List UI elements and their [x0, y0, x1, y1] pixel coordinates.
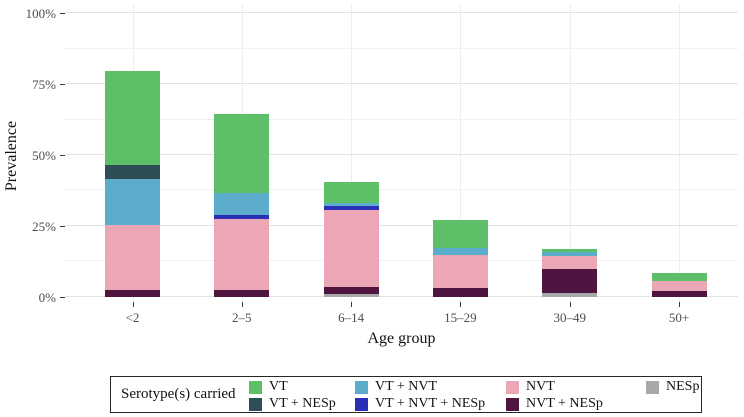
- legend-swatch-nesp: [646, 380, 659, 394]
- bar-segment-nvt: [105, 225, 160, 291]
- legend: Serotype(s) carried VT VT + NESp VT + NVT V…: [110, 376, 702, 413]
- minor-gridline: [65, 47, 738, 49]
- bar-segment-nvt-nesp: [651, 290, 707, 297]
- major-gridline: [65, 12, 738, 14]
- bar-segment-nvt-nesp: [214, 290, 270, 297]
- legend-item-label: VT + NESp: [269, 396, 336, 411]
- legend-item-label: VT + NVT + NESp: [375, 396, 486, 411]
- bar-segment-nvt-nesp: [542, 269, 598, 294]
- bar-segment-vt-nvt: [542, 252, 598, 257]
- legend-item: VT + NESp: [249, 397, 336, 411]
- bar-segment-vt-nvt: [214, 192, 270, 215]
- bar-segment-nvt: [214, 218, 270, 290]
- vertical-gridline: [351, 5, 353, 302]
- x-tick-label: 2–5: [232, 310, 252, 325]
- x-tick-label: 30–49: [553, 310, 586, 325]
- legend-swatch-vt: [249, 380, 262, 394]
- legend-item: NESp: [646, 380, 699, 394]
- x-axis-title: Age group: [367, 330, 436, 347]
- y-tick-label: 100%: [25, 6, 56, 22]
- minor-gridline: [65, 189, 738, 191]
- x-tick-mark: [241, 302, 243, 307]
- major-gridline: [65, 295, 738, 297]
- bar-segment-nvt-nesp: [323, 286, 379, 294]
- bar-segment-vt: [105, 71, 160, 165]
- x-tick-label: 6–14: [338, 310, 365, 325]
- x-tick-mark: [679, 302, 680, 307]
- y-tick-mark: [60, 84, 65, 86]
- y-tick-label: 75%: [32, 77, 56, 93]
- legend-swatch-vt-nesp: [249, 397, 262, 411]
- legend-item-label: VT: [269, 379, 288, 394]
- chart-panel: [65, 5, 738, 302]
- bar-segment-vt-nvt-nesp: [323, 206, 379, 211]
- major-gridline: [65, 83, 738, 85]
- x-tick-mark: [569, 302, 571, 307]
- bar-segment-nvt: [323, 210, 379, 287]
- bar-segment-nesp: [323, 293, 379, 297]
- vertical-gridline: [679, 5, 680, 302]
- legend-item: NVT + NESp: [506, 397, 603, 411]
- bar-segment-vt-nvt: [323, 202, 379, 207]
- major-gridline: [65, 153, 738, 155]
- bar-segment-vt-nvt: [105, 178, 160, 226]
- y-tick-mark: [60, 13, 65, 15]
- x-tick-mark: [460, 302, 462, 307]
- legend-item-label: NVT + NESp: [526, 396, 603, 411]
- bar-segment-vt: [214, 113, 270, 193]
- vertical-gridline: [569, 5, 571, 302]
- bar-segment-vt-nesp: [105, 164, 160, 179]
- bar-segment-vt-nvt: [432, 247, 488, 256]
- y-tick-label: 0%: [38, 289, 56, 305]
- y-tick-label: 50%: [32, 147, 56, 163]
- y-tick-mark: [60, 225, 65, 227]
- x-tick-label: <2: [125, 310, 140, 325]
- legend-item-label: VT + NVT: [375, 379, 438, 394]
- minor-gridline: [65, 260, 738, 262]
- legend-item-label: NESp: [666, 379, 700, 394]
- x-tick-mark: [132, 302, 134, 307]
- legend-item: VT + NVT + NESp: [355, 397, 485, 411]
- x-tick-label: 50+: [668, 310, 690, 325]
- bar-segment-vt: [323, 182, 379, 203]
- y-tick-label: 25%: [32, 218, 56, 234]
- major-gridline: [65, 224, 738, 226]
- bar-segment-vt: [542, 248, 598, 253]
- minor-gridline: [65, 118, 738, 120]
- legend-swatch-nvt-nesp: [506, 397, 519, 411]
- legend-item: VT: [249, 380, 288, 394]
- bar-segment-vt: [651, 273, 707, 281]
- legend-item: VT + NVT: [355, 380, 437, 394]
- legend-item-label: NVT: [526, 379, 555, 394]
- x-tick-mark: [351, 302, 353, 307]
- bar-segment-nesp: [542, 293, 598, 297]
- bar-segment-nvt-nesp: [432, 287, 488, 297]
- x-tick-label: 15–29: [444, 310, 477, 325]
- legend-item: NVT: [506, 380, 555, 394]
- legend-swatch-vt-nvt-nesp: [355, 397, 368, 411]
- bar-segment-nvt-nesp: [105, 290, 160, 297]
- legend-swatch-nvt: [506, 380, 519, 394]
- bar-segment-nvt: [651, 280, 707, 291]
- bar-segment-nvt: [542, 256, 598, 270]
- legend-swatch-vt-nvt: [355, 380, 368, 394]
- bar-segment-nvt: [432, 255, 488, 288]
- legend-title: Serotype(s) carried: [121, 386, 236, 402]
- vertical-gridline: [460, 5, 462, 302]
- bar-segment-vt-nvt-nesp: [214, 214, 270, 219]
- y-tick-mark: [60, 296, 65, 298]
- bar-segment-vt: [432, 220, 488, 248]
- y-tick-mark: [60, 154, 65, 156]
